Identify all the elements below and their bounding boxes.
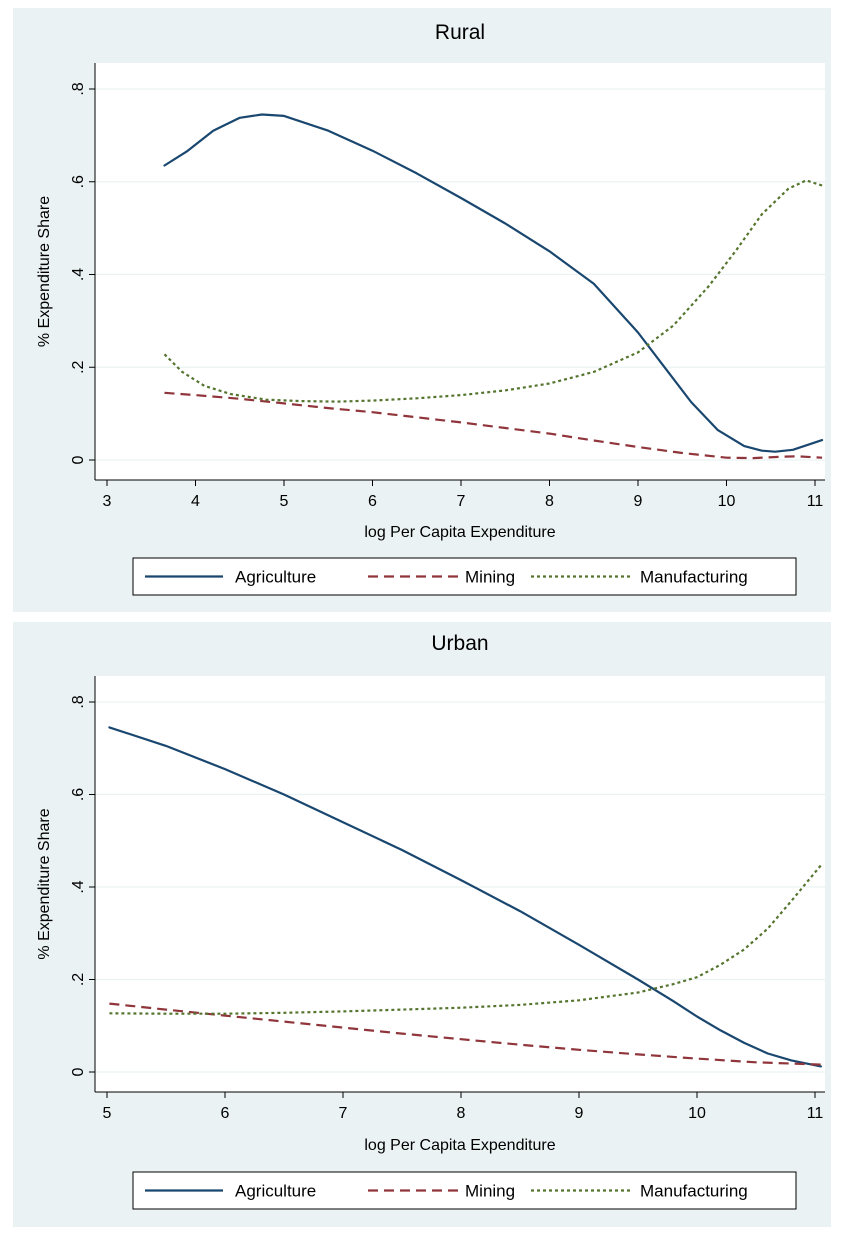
legend-label-manufacturing: Manufacturing <box>640 1182 748 1201</box>
legend-label-mining: Mining <box>465 1182 515 1201</box>
plot-area <box>95 676 825 1092</box>
y-tick-label: 0 <box>70 455 87 464</box>
legend-box <box>132 1171 797 1210</box>
x-tick-label: 6 <box>221 1105 230 1122</box>
x-tick-label: 11 <box>807 1105 824 1122</box>
chart-title: Rural <box>435 21 485 44</box>
x-tick-label: 10 <box>718 493 736 510</box>
rural-chart-panel: Rural 0 .2 .4 .6 .8 3 4 5 6 7 8 9 10 11 log Per Capita … <box>13 8 831 612</box>
x-tick-label: 6 <box>368 493 377 510</box>
series-line-mining <box>109 1002 821 1066</box>
x-tick-label: 8 <box>457 1105 466 1122</box>
y-tick-label: 0 <box>70 1067 87 1076</box>
x-tick-label: 7 <box>457 493 466 510</box>
y-tick-label: .4 <box>70 268 87 281</box>
x-tick-label: 9 <box>634 493 643 510</box>
y-tick-label: .8 <box>70 82 87 95</box>
x-tick-label: 5 <box>280 493 289 510</box>
y-axis-label: % Expenditure Share <box>36 196 53 347</box>
rural-chart: Rural 0 .2 .4 .6 .8 3 4 5 6 7 8 9 10 11 log Per Capita … <box>36 21 825 596</box>
series-line-mining <box>164 391 823 460</box>
x-tick-label: 4 <box>191 493 200 510</box>
y-tick-label: .2 <box>70 973 87 986</box>
legend-box <box>132 557 797 596</box>
x-tick-label: 11 <box>807 493 824 510</box>
y-tick-label: .4 <box>70 880 87 893</box>
x-axis-label: log Per Capita Expenditure <box>364 1137 555 1154</box>
chart-title: Urban <box>431 632 488 655</box>
y-tick-label: .6 <box>70 788 87 801</box>
x-tick-label: 9 <box>575 1105 584 1122</box>
y-tick-label: .6 <box>70 175 87 188</box>
series-line-agriculture <box>108 726 823 1068</box>
urban-chart-panel: Urban 0 .2 .4 .6 .8 5 6 7 8 9 10 11 log Per Capita Ex… <box>13 622 831 1227</box>
series-line-manufacturing <box>163 179 823 403</box>
urban-chart: Urban 0 .2 .4 .6 .8 5 6 7 8 9 10 11 log Per Capita Ex… <box>36 632 825 1210</box>
legend-label-mining: Mining <box>465 568 515 587</box>
y-tick-label: .8 <box>70 695 87 708</box>
x-tick-label: 3 <box>103 493 112 510</box>
legend-label-agriculture: Agriculture <box>235 568 316 587</box>
x-tick-label: 5 <box>103 1105 112 1122</box>
y-axis-label: % Expenditure Share <box>36 808 53 959</box>
plot-area <box>95 63 825 480</box>
x-tick-label: 7 <box>339 1105 348 1122</box>
x-tick-label: 10 <box>688 1105 706 1122</box>
legend-label-manufacturing: Manufacturing <box>640 568 748 587</box>
series-line-agriculture <box>163 113 824 453</box>
y-tick-label: .2 <box>70 360 87 373</box>
x-axis-label: log Per Capita Expenditure <box>364 524 555 541</box>
legend-label-agriculture: Agriculture <box>235 1182 316 1201</box>
x-tick-label: 8 <box>545 493 554 510</box>
series-line-manufacturing <box>109 864 822 1015</box>
